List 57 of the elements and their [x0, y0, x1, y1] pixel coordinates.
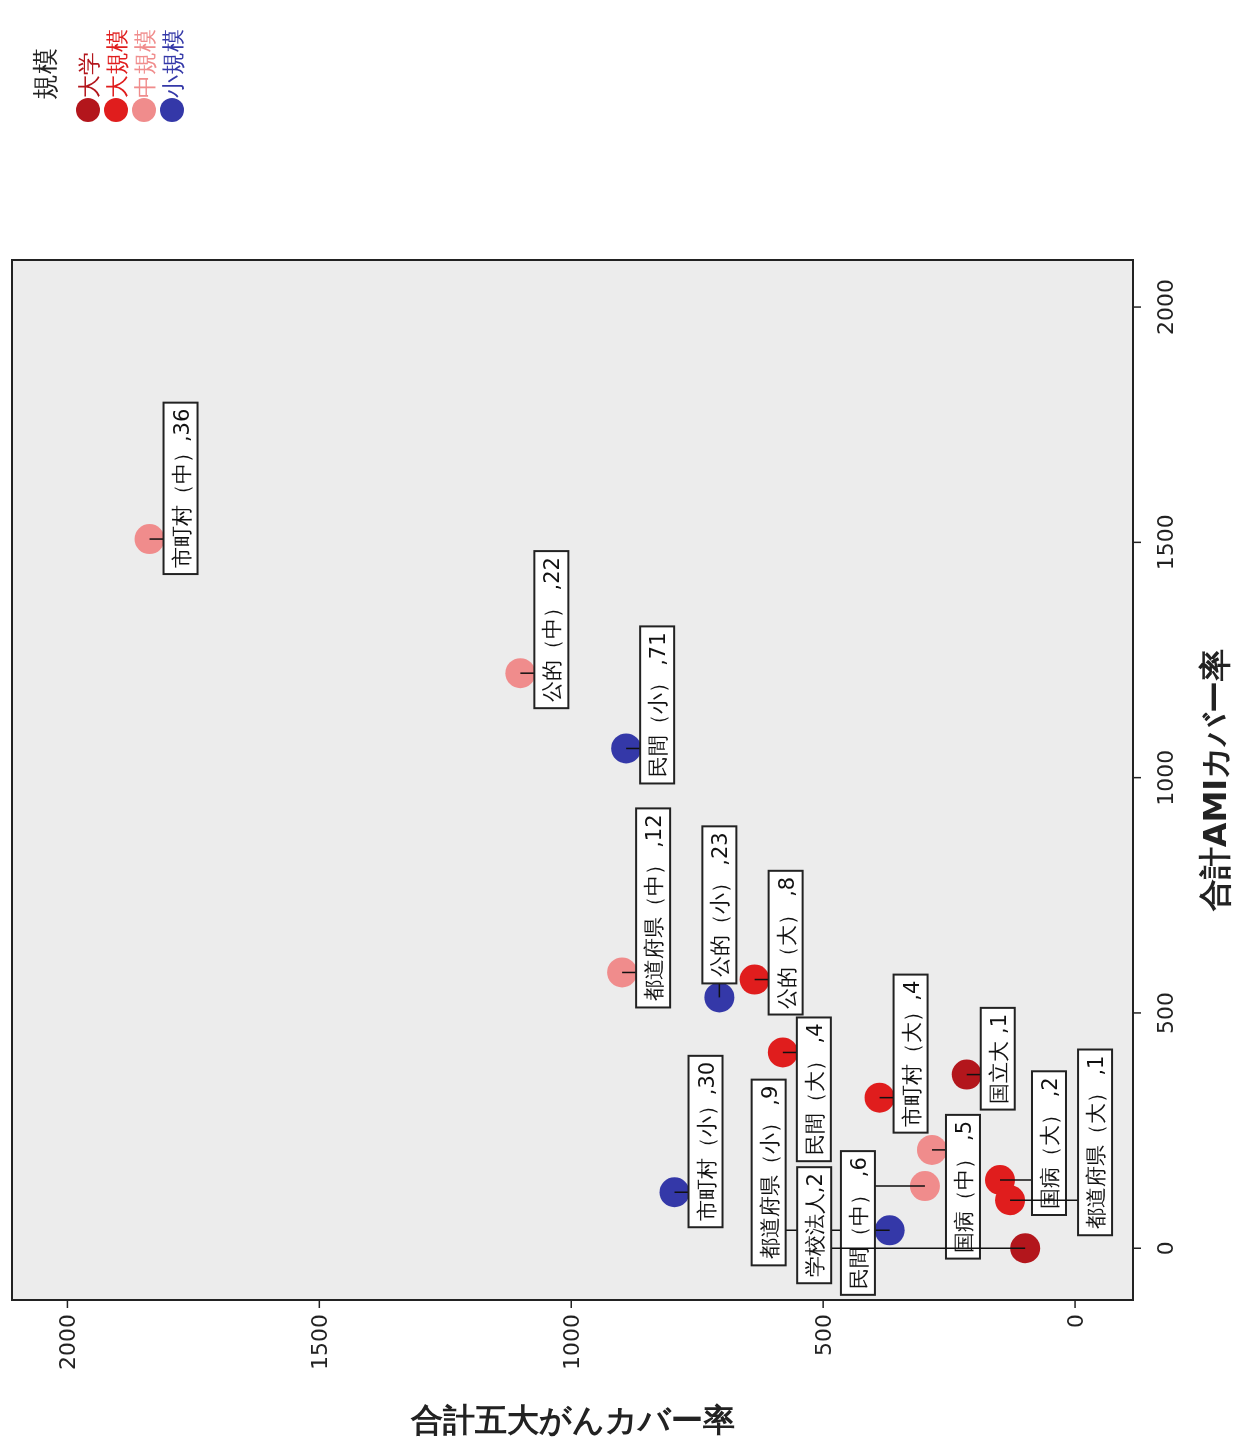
- annotation: 公的（大） ,8: [753, 869, 804, 1016]
- point: [951, 1059, 982, 1090]
- point: [916, 1134, 947, 1165]
- point: [909, 1171, 940, 1202]
- annotation: 公的（中） ,22: [540, 557, 565, 703]
- y-tick-label: 1500: [1153, 514, 1178, 571]
- annotation: 民間（中） ,6: [839, 1150, 926, 1296]
- annotation: 民間（小） ,71: [646, 632, 671, 778]
- annotation: 公的（中） ,22: [519, 550, 570, 710]
- x-axis-title: 合計五大がんカバー率: [409, 1401, 735, 1439]
- x-tick-label: 2000: [55, 1314, 81, 1370]
- point: [704, 982, 735, 1013]
- legend: 規模 大学 大規模 中規模 小規模: [30, 29, 186, 122]
- annotation: 市町村（小）,30: [694, 1061, 719, 1222]
- annotation: 民間（大） ,4: [802, 1023, 827, 1156]
- point: [739, 964, 770, 995]
- annotation: 国立大 ,1: [966, 1006, 1016, 1111]
- annotation: 市町村（中）,36: [148, 401, 199, 576]
- point: [134, 524, 165, 555]
- point: [874, 1215, 905, 1246]
- annotation: 都道府県（大） ,1: [1084, 1055, 1109, 1230]
- x-tick-label: 0: [1063, 1314, 1089, 1328]
- point: [607, 957, 638, 988]
- annotation: 都道府県（中） ,12: [642, 814, 667, 1002]
- annotation: 市町村（大）,4: [878, 973, 929, 1134]
- annotation: 国病（中） ,5: [951, 1120, 976, 1253]
- y-tick-label: 500: [1153, 991, 1178, 1034]
- legend-title: 規模: [30, 48, 60, 100]
- annotation: 都道府県（中） ,12: [621, 807, 672, 1009]
- annotation: 国立大 ,1: [986, 1013, 1011, 1104]
- annotation: 市町村（大）,4: [899, 980, 924, 1127]
- annotation: 市町村（小）,30: [673, 1054, 724, 1229]
- point: [767, 1037, 798, 1068]
- annotation: 公的（大） ,8: [774, 876, 799, 1009]
- annotation: 市町村（中）,36: [169, 408, 194, 569]
- point: [505, 658, 536, 689]
- y-tick-label: 0: [1153, 1241, 1178, 1256]
- annotation: 公的（小） ,23: [701, 825, 738, 999]
- point: [995, 1185, 1026, 1216]
- y-tick-label: 1000: [1153, 749, 1178, 806]
- point: [1010, 1233, 1041, 1264]
- y-axis-title: 合計AMIカバー率: [1196, 648, 1234, 913]
- point: [659, 1177, 690, 1208]
- annotation: 都道府県（小） ,9: [757, 1085, 782, 1260]
- annotation: 民間（小） ,71: [625, 625, 676, 785]
- annotation: 学校法人,2: [803, 1173, 828, 1278]
- x-tick-label: 1000: [559, 1314, 585, 1370]
- point: [864, 1082, 895, 1113]
- point: [611, 733, 642, 764]
- annotation: 国病（大） ,2: [1037, 1077, 1062, 1209]
- annotation: 民間（中） ,6: [846, 1157, 871, 1289]
- annotation: 公的（小） ,23: [708, 832, 733, 978]
- x-tick-label: 500: [811, 1314, 837, 1356]
- y-tick-label: 2000: [1153, 279, 1178, 336]
- annotation: 民間（大） ,4: [782, 1016, 832, 1163]
- annotation: 国病（中） ,5: [931, 1113, 981, 1260]
- x-tick-label: 1500: [307, 1314, 333, 1370]
